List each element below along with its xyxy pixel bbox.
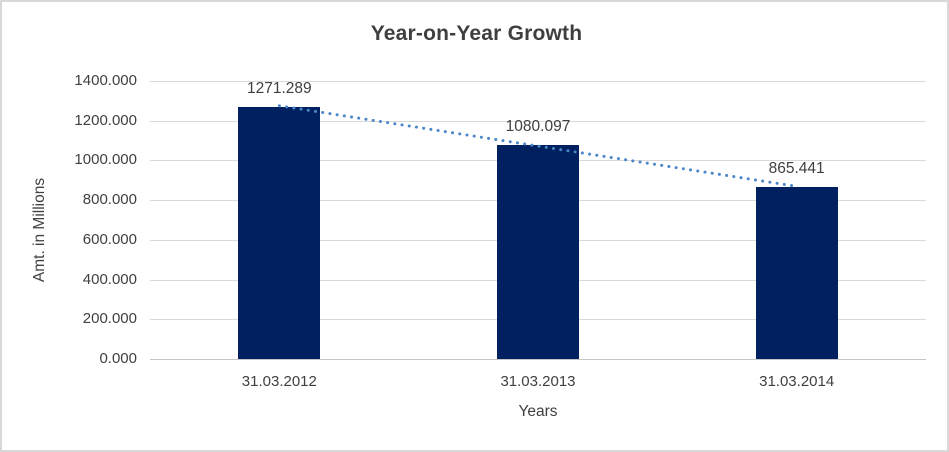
x-axis-title: Years xyxy=(518,403,558,420)
x-tick-label: 31.03.2013 xyxy=(500,373,576,390)
y-tick-label: 400.000 xyxy=(82,271,137,288)
y-tick-label: 1000.000 xyxy=(74,151,137,168)
data-label: 865.441 xyxy=(768,160,825,178)
data-label: 1271.289 xyxy=(247,79,312,97)
y-tick-label: 1400.000 xyxy=(74,72,137,89)
data-label: 1080.097 xyxy=(505,117,571,135)
bar xyxy=(497,144,579,359)
bar xyxy=(755,187,838,359)
x-axis-line xyxy=(150,359,926,360)
y-tick-label: 0.000 xyxy=(99,350,137,367)
y-tick-label: 800.000 xyxy=(82,191,137,208)
chart-title: Year-on-Year Growth xyxy=(370,22,583,45)
x-tick-label: 31.03.2014 xyxy=(759,373,835,390)
y-tick-label: 600.000 xyxy=(82,231,137,248)
gridline xyxy=(150,81,926,82)
y-tick-label: 200.000 xyxy=(82,310,137,327)
y-tick-label: 1200.000 xyxy=(74,112,137,129)
bar xyxy=(238,106,321,359)
x-tick-label: 31.03.2012 xyxy=(241,373,317,390)
